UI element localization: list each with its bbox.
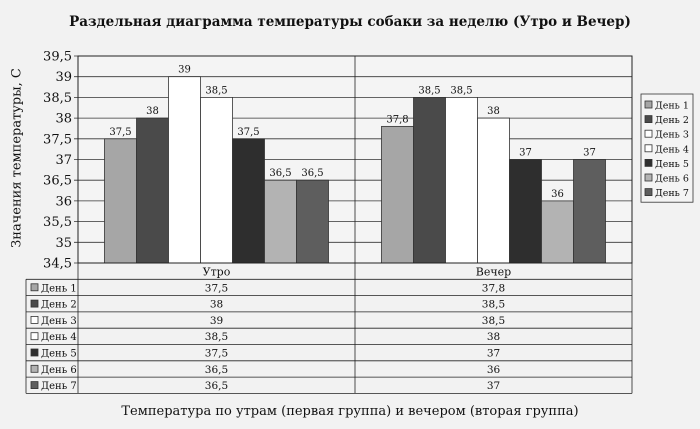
table-legend-key [30, 364, 39, 373]
bar [381, 125, 414, 264]
legend-label: День 2 [655, 115, 689, 126]
bar-data-label: 39 [178, 65, 191, 76]
y-tick-label: 36 [55, 194, 72, 209]
table-series-name: День 2 [41, 300, 77, 311]
legend-key [644, 129, 653, 138]
bar [573, 159, 606, 264]
table-cell-value: 38,5 [482, 315, 505, 327]
table-series-name: День 7 [41, 381, 77, 392]
bar-data-label: 38 [146, 106, 159, 117]
x-axis-label: Температура по утрам (первая группа) и в… [121, 404, 579, 419]
legend-key [644, 100, 653, 109]
table-legend-key [30, 315, 39, 324]
bar [413, 97, 446, 264]
table-series-name: День 4 [41, 332, 77, 343]
bar-data-label: 37 [519, 148, 532, 159]
legend-label: День 6 [655, 174, 689, 185]
legend-label: День 3 [655, 130, 689, 141]
table-cell-value: 36,5 [205, 380, 228, 392]
legend-key [644, 158, 653, 167]
legend-key [644, 173, 653, 182]
table-cell-value: 37,5 [205, 282, 228, 294]
bar [477, 117, 510, 264]
bar [168, 76, 201, 264]
bar-data-label: 38,5 [205, 85, 227, 96]
y-tick-label: 36,5 [43, 174, 72, 189]
y-tick-label: 39,5 [43, 50, 72, 65]
y-tick-label: 37,5 [43, 132, 72, 147]
bar-data-label: 36,5 [301, 168, 323, 179]
bar [232, 138, 265, 264]
table-series-name: День 3 [41, 316, 77, 327]
table-cell-value: 36 [487, 364, 501, 376]
table-legend-key [30, 283, 39, 292]
table-cell-value: 38 [487, 331, 500, 343]
bar-data-label: 38,5 [418, 85, 440, 96]
bar [136, 117, 169, 264]
legend-label: День 4 [655, 144, 689, 155]
table-series-name: День 6 [41, 365, 77, 376]
bar [200, 97, 233, 264]
bar [445, 97, 478, 264]
bar-data-label: 37 [583, 148, 596, 159]
bar-data-label: 36 [551, 189, 564, 200]
chart-title: Раздельная диаграмма температуры собаки … [69, 14, 631, 30]
category-label: Утро [203, 265, 231, 278]
legend-key [644, 115, 653, 123]
category-label: Вечер [476, 265, 511, 278]
y-tick-label: 39 [55, 70, 72, 85]
bar-data-label: 37,8 [386, 114, 408, 125]
bar-data-label: 36,5 [269, 168, 291, 179]
y-tick-label: 34,5 [43, 257, 72, 272]
y-tick-label: 35 [55, 236, 72, 251]
y-tick-label: 37 [55, 153, 72, 168]
table-cell-value: 38,5 [482, 299, 505, 311]
bar [509, 159, 542, 264]
table-legend-key [30, 381, 39, 390]
bar-data-label: 37,5 [109, 127, 131, 138]
bar-data-label: 37,5 [237, 127, 259, 138]
table-cell-value: 38,5 [205, 331, 228, 343]
table-cell-value: 36,5 [205, 364, 228, 376]
y-tick-label: 35,5 [43, 215, 72, 230]
legend-label: День 1 [655, 101, 689, 112]
table-cell-value: 37,8 [482, 282, 505, 294]
bar [296, 179, 329, 264]
table-legend-key [30, 348, 39, 357]
bar [264, 179, 297, 264]
legend-label: День 5 [655, 159, 689, 170]
legend-label: День 7 [655, 188, 689, 199]
table-cell-value: 39 [210, 315, 223, 327]
bar [104, 138, 137, 264]
table-series-name: День 5 [41, 349, 77, 360]
bar [541, 200, 574, 264]
bar-data-label: 38,5 [450, 85, 472, 96]
table-legend-key [30, 332, 39, 341]
table-cell-value: 38 [210, 299, 223, 311]
y-tick-label: 38,5 [43, 91, 72, 106]
table-series-name: День 1 [41, 283, 77, 294]
legend-key [644, 144, 653, 153]
table-cell-value: 37 [487, 348, 500, 360]
y-tick-label: 38 [55, 112, 72, 127]
table-cell-value: 37 [487, 380, 500, 392]
table-legend-key [30, 299, 39, 308]
table-cell-value: 37,5 [205, 348, 228, 360]
bar-data-label: 38 [487, 106, 500, 117]
legend-key [644, 188, 653, 197]
